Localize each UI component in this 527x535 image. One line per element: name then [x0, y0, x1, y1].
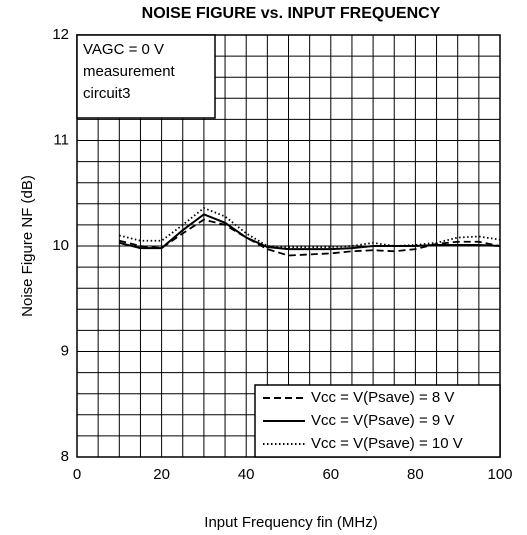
series-line [119, 213, 501, 251]
x-tick-label: 20 [153, 466, 170, 483]
y-tick-label: 10 [52, 237, 69, 254]
chart-title: NOISE FIGURE vs. INPUT FREQUENCY [142, 5, 441, 22]
series-line [119, 206, 501, 248]
x-tick-label: 0 [73, 466, 81, 483]
legend-label: Vcc = V(Psave) = 10 V [311, 435, 463, 452]
legend-label: Vcc = V(Psave) = 9 V [311, 412, 454, 429]
legend-label: Vcc = V(Psave) = 8 V [311, 389, 454, 406]
x-tick-label: 80 [407, 466, 424, 483]
x-axis-label: Input Frequency fin (MHz) [204, 514, 377, 531]
annotation: circuit3 [83, 85, 131, 102]
x-tick-label: 100 [487, 466, 512, 483]
annotation: VAGC = 0 V [83, 41, 164, 58]
x-tick-label: 40 [238, 466, 255, 483]
y-axis-label: Noise Figure NF (dB) [19, 175, 36, 317]
y-tick-label: 12 [52, 26, 69, 43]
annotation: measurement [83, 63, 176, 80]
series-line [119, 218, 501, 257]
y-tick-label: 11 [53, 131, 69, 148]
annotation-box [76, 34, 216, 119]
x-tick-label: 60 [322, 466, 339, 483]
y-tick-label: 9 [61, 342, 69, 359]
y-tick-label: 8 [61, 448, 69, 465]
